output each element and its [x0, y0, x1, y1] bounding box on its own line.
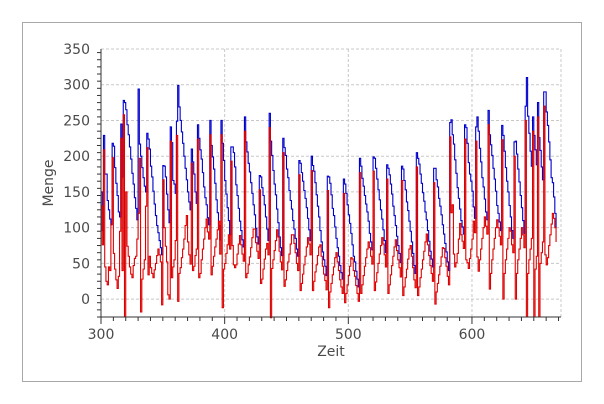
series-line-1: [101, 77, 557, 288]
series-line-2: [101, 105, 557, 319]
y-tick-label: 0: [81, 292, 90, 308]
series-group: [101, 77, 557, 319]
x-tick-label: 400: [211, 327, 238, 343]
y-tick-label: 100: [63, 221, 90, 237]
chart-frame: 0 50 100 150 200 250 300 350 300 400 500 600 Zeit M…: [22, 22, 582, 382]
y-axis-title: Menge: [41, 159, 57, 206]
x-tick-label: 300: [88, 327, 115, 343]
axes: [97, 49, 561, 324]
y-tick-label: 250: [63, 113, 90, 129]
x-tick-label: 500: [335, 327, 362, 343]
y-tick-label: 300: [63, 78, 90, 94]
line-chart: 0 50 100 150 200 250 300 350 300 400 500 600 Zeit M…: [23, 23, 581, 381]
tick-labels: 0 50 100 150 200 250 300 350 300 400 500 600: [63, 42, 485, 343]
y-tick-label: 200: [63, 149, 90, 165]
y-tick-label: 350: [63, 42, 90, 58]
x-axis-title: Zeit: [317, 344, 345, 360]
y-tick-label: 50: [72, 256, 90, 272]
y-tick-label: 150: [63, 185, 90, 201]
x-tick-label: 600: [459, 327, 486, 343]
